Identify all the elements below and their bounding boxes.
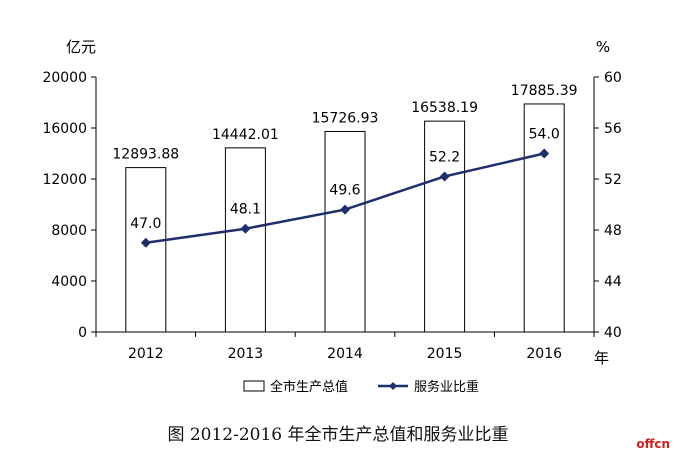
x-tick-label: 2016 bbox=[526, 346, 562, 362]
right-axis-unit: % bbox=[596, 38, 610, 56]
legend-bar-label: 全市生产总值 bbox=[270, 379, 348, 395]
line-point-marker bbox=[240, 223, 251, 234]
bar bbox=[125, 167, 167, 333]
line-value-label: 49.6 bbox=[329, 183, 360, 199]
line-point-marker bbox=[439, 171, 450, 182]
x-axis-unit: 年 bbox=[594, 349, 609, 367]
bar-value-label: 16538.19 bbox=[411, 100, 478, 116]
bar bbox=[424, 120, 466, 333]
bar-value-label: 12893.88 bbox=[112, 147, 179, 163]
x-tick-label: 2013 bbox=[228, 346, 264, 362]
legend-line-label: 服务业比重 bbox=[414, 379, 479, 395]
line-point-marker bbox=[340, 204, 350, 215]
line-value-label: 48.1 bbox=[230, 202, 261, 218]
figure-caption: 图 2012-2016 年全市生产总值和服务业比重 bbox=[167, 425, 509, 445]
line-series bbox=[140, 148, 550, 248]
bar-value-label: 14442.01 bbox=[212, 127, 279, 143]
right-tick-label: 60 bbox=[604, 70, 622, 86]
left-tick-label: 16000 bbox=[42, 121, 87, 137]
watermark: offcn bbox=[636, 437, 670, 451]
line-point-marker bbox=[539, 148, 550, 159]
x-tick-label: 2015 bbox=[427, 346, 463, 362]
line-value-label: 47.0 bbox=[130, 216, 161, 232]
legend-line-marker bbox=[389, 382, 397, 390]
bar-value-label: 15726.93 bbox=[312, 110, 379, 126]
axes: 0 4000 8000 12000 16000 20000 40 44 48 52 56 60 2012… bbox=[42, 38, 621, 367]
bar-value-label: 17885.39 bbox=[511, 83, 578, 99]
combo-chart: 0 4000 8000 12000 16000 20000 40 44 48 52 56 60 2012… bbox=[42, 38, 621, 395]
line-value-label: 52.2 bbox=[429, 149, 460, 165]
data-labels: 12893.88 14442.01 15726.93 16538.19 17885.39… bbox=[112, 83, 577, 232]
right-tick-label: 56 bbox=[604, 121, 622, 137]
left-tick-label: 4000 bbox=[51, 274, 87, 290]
legend: 全市生产总值 服务业比重 bbox=[243, 379, 479, 395]
right-tick-label: 44 bbox=[604, 274, 622, 290]
bar-series bbox=[125, 103, 565, 333]
line-value-label: 54.0 bbox=[529, 127, 560, 143]
bar bbox=[224, 147, 266, 333]
chart-area: 0 4000 8000 12000 16000 20000 40 44 48 52 56 60 2012… bbox=[8, 12, 658, 410]
right-tick-label: 48 bbox=[604, 223, 622, 239]
left-tick-label: 12000 bbox=[42, 172, 87, 188]
right-tick-label: 52 bbox=[604, 172, 622, 188]
right-tick-label: 40 bbox=[604, 325, 622, 341]
left-tick-label: 0 bbox=[78, 325, 87, 341]
legend-bar-swatch bbox=[243, 380, 265, 392]
x-tick-label: 2014 bbox=[327, 346, 363, 362]
left-tick-label: 20000 bbox=[42, 70, 87, 86]
bar bbox=[324, 130, 366, 333]
line-point-marker bbox=[140, 237, 151, 248]
left-tick-label: 8000 bbox=[51, 223, 87, 239]
bar bbox=[523, 103, 565, 333]
x-tick-label: 2012 bbox=[128, 346, 164, 362]
left-axis-unit: 亿元 bbox=[66, 38, 96, 56]
